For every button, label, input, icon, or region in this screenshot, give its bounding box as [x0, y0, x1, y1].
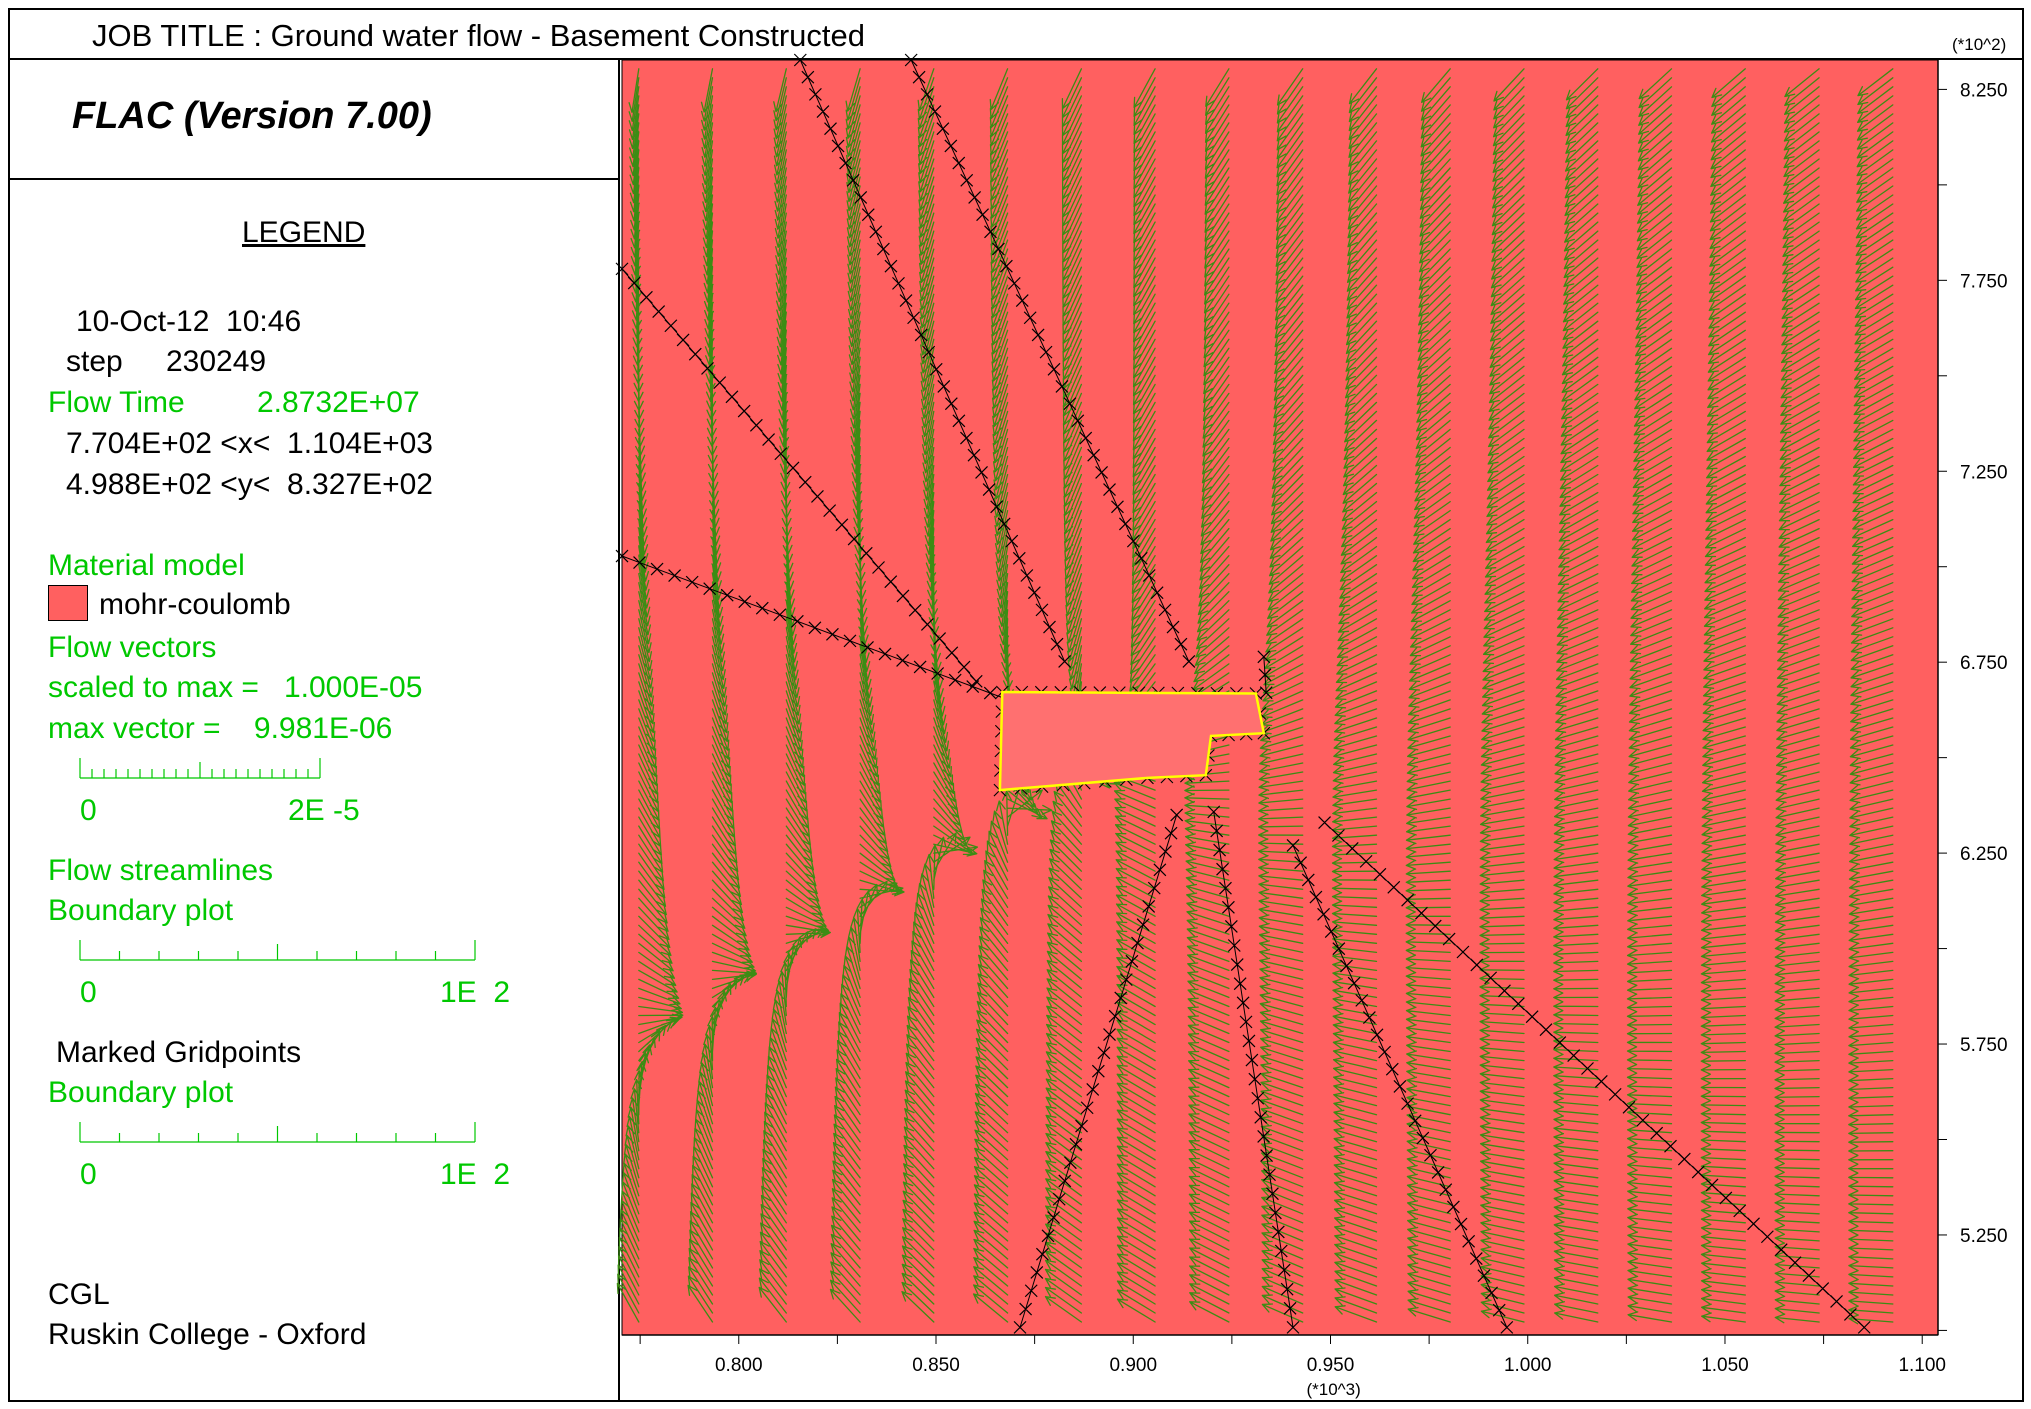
marked-line-2: [910, 59, 1190, 662]
x-tick-label: 0.850: [912, 1355, 960, 1376]
legend-marked-gridpoints: Marked Gridpoints: [56, 1036, 302, 1069]
marked-gridpoints-6: [1013, 808, 1184, 1334]
legend-max-vector: max vector = 9.981E-06: [48, 712, 393, 745]
legend-boundary-plot-1: Boundary plot: [48, 894, 234, 927]
marked-gridpoints-8: [1286, 839, 1514, 1334]
title-bar: [8, 8, 2024, 60]
axes: 0.800 0.850 0.900 0.950 1.000 1.050 1.100 5.250…: [622, 60, 2008, 1376]
job-title: JOB TITLE : Ground water flow - Basement…: [92, 18, 866, 53]
legend-flow-time-value: 2.8732E+07: [257, 386, 420, 419]
y-tick-label: 7.750: [1960, 271, 2008, 292]
x-tick-label: 1.000: [1504, 1355, 1552, 1376]
vector-scale-max: 2E -5: [288, 794, 360, 827]
legend-step-label: step: [66, 345, 123, 378]
legend-x-range: 7.704E+02 <x< 1.104E+03: [66, 427, 433, 460]
legend-panel: [8, 60, 620, 1402]
marked-gridpoints: [615, 53, 1871, 1334]
material-swatch: [48, 585, 88, 621]
legend-flow-vectors: Flow vectors: [48, 631, 217, 664]
legend-y-range: 4.988E+02 <y< 8.327E+02: [66, 468, 433, 501]
marked-gridpoints-4: [615, 549, 1015, 707]
marked-gridpoints-5: [1257, 650, 1273, 700]
legend-date: 10-Oct-12 10:46: [76, 305, 302, 338]
basement-outline: [998, 690, 1266, 792]
legend-title: LEGEND: [242, 216, 366, 249]
legend-flow-time-label: Flow Time: [48, 386, 185, 419]
boundary-scale-2-min: 0: [80, 1158, 97, 1191]
marked-line-9: [1324, 822, 1865, 1328]
marked-gridpoints-3: [615, 262, 983, 688]
legend-material-name: mohr-coulomb: [99, 588, 291, 621]
vector-scale-min: 0: [80, 794, 97, 827]
marked-gridpoints-2: [904, 53, 1196, 668]
flow-vector-field: [616, 68, 1894, 1325]
y-tick-label: 6.750: [1960, 653, 2008, 674]
y-tick-label: 5.250: [1960, 1226, 2008, 1247]
legend-scaled-to-max: scaled to max = 1.000E-05: [48, 671, 423, 704]
flow-vectors: [616, 68, 1894, 1325]
legend-scale-bars: [79, 758, 476, 1143]
x-tick-label: 0.800: [715, 1355, 763, 1376]
vector-scale-bar-ticks: [79, 758, 321, 778]
plot-area: [621, 59, 1939, 1336]
boundary-scale-bar-1-ticks: [79, 940, 476, 960]
legend-boundary-plot-2: Boundary plot: [48, 1076, 234, 1109]
y-tick-label: 8.250: [1960, 80, 2008, 101]
legend-org-1: CGL: [48, 1278, 110, 1311]
marked-gridpoints-1: [793, 53, 1072, 668]
y-multiplier-label: (*10^2): [1952, 35, 2006, 54]
x-tick-label: 0.900: [1109, 1355, 1157, 1376]
legend-org-2: Ruskin College - Oxford: [48, 1318, 367, 1351]
figure-frame: [8, 8, 2024, 1402]
marked-line-1: [799, 59, 1066, 662]
x-tick-label: 0.950: [1307, 1355, 1355, 1376]
legend-material-model: Material model: [48, 549, 245, 582]
legend-step-value: 230249: [166, 345, 267, 378]
version-label: FLAC (Version 7.00): [72, 95, 432, 137]
x-multiplier-label: (*10^3): [1306, 1380, 1360, 1399]
marked-gridpoints-9: [1318, 816, 1871, 1334]
marked-line-7: [1213, 811, 1294, 1328]
boundary-scale-2-max: 1E 2: [440, 1158, 511, 1191]
y-tick-label: 5.750: [1960, 1035, 2008, 1056]
boundary-scale-bar-2-ticks: [79, 1122, 476, 1142]
boundary-scale-1-max: 1E 2: [440, 976, 511, 1009]
y-tick-label: 7.250: [1960, 462, 2008, 483]
legend-flow-streamlines: Flow streamlines: [48, 854, 274, 887]
x-tick-label: 1.100: [1898, 1355, 1946, 1376]
version-box: [8, 60, 620, 180]
marked-gridpoints-7: [1207, 805, 1300, 1334]
y-tick-label: 6.250: [1960, 844, 2008, 865]
boundary-scale-1-min: 0: [80, 976, 97, 1009]
x-tick-label: 1.050: [1701, 1355, 1749, 1376]
